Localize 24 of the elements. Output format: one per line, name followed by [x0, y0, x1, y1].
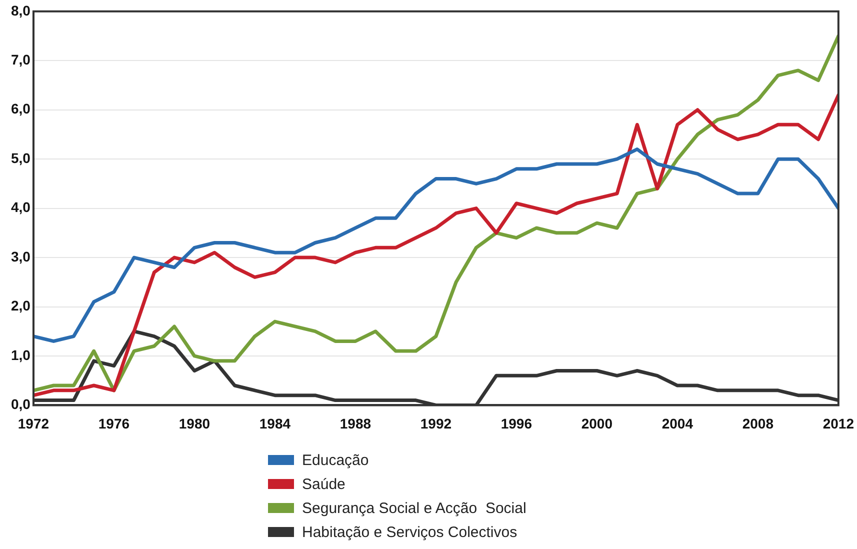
legend-label: Educação: [302, 452, 369, 468]
legend-label: Habitação e Serviços Colectivos: [302, 524, 518, 540]
x-tick-label: 1980: [178, 415, 210, 432]
x-tick-label: 2012: [822, 415, 854, 432]
x-tick-label: 2000: [581, 415, 613, 432]
y-tick-label: 6,0: [10, 100, 31, 117]
y-tick-label: 1,0: [10, 346, 31, 363]
legend-label: Saúde: [302, 476, 346, 492]
x-tick-label: 1976: [98, 415, 130, 432]
y-tick-label: 3,0: [10, 248, 31, 264]
y-tick-label: 0,0: [10, 396, 31, 412]
legend-label: Segurança Social e Acção Social: [302, 500, 526, 516]
x-tick-label: 2008: [742, 415, 774, 432]
x-tick-label: 1992: [420, 415, 452, 432]
x-tick-label: 2004: [662, 415, 694, 432]
y-tick-label: 8,0: [10, 2, 31, 18]
x-tick-label: 1996: [500, 415, 532, 432]
x-tick-label: 1972: [18, 415, 50, 432]
x-tick-label: 1984: [259, 415, 291, 432]
x-tick-label: 1988: [340, 415, 372, 432]
y-tick-label: 5,0: [10, 150, 31, 166]
y-tick-label: 2,0: [10, 298, 31, 314]
y-tick-label: 7,0: [10, 51, 31, 68]
y-tick-label: 4,0: [10, 199, 31, 216]
